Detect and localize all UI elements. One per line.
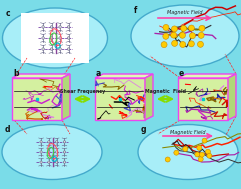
Text: Magnetic Field: Magnetic Field <box>170 130 206 135</box>
Text: Magnetic  Field: Magnetic Field <box>145 89 186 94</box>
Ellipse shape <box>138 125 238 180</box>
Circle shape <box>55 141 58 143</box>
Polygon shape <box>12 74 70 78</box>
Polygon shape <box>62 74 70 120</box>
Circle shape <box>42 48 44 50</box>
Circle shape <box>63 141 66 143</box>
Circle shape <box>181 25 187 31</box>
Circle shape <box>189 33 195 39</box>
Circle shape <box>207 153 212 158</box>
Circle shape <box>172 40 178 46</box>
Bar <box>21 13 89 63</box>
Ellipse shape <box>2 125 102 180</box>
Circle shape <box>163 25 169 30</box>
Circle shape <box>59 26 61 28</box>
Polygon shape <box>95 74 153 78</box>
Circle shape <box>55 151 58 153</box>
Circle shape <box>200 152 204 157</box>
Circle shape <box>183 146 188 151</box>
Circle shape <box>198 157 203 162</box>
Polygon shape <box>228 74 236 120</box>
Polygon shape <box>12 78 62 120</box>
Circle shape <box>50 37 53 39</box>
Text: c: c <box>6 9 10 18</box>
Circle shape <box>199 25 205 31</box>
Circle shape <box>40 161 42 163</box>
Circle shape <box>59 48 61 50</box>
Circle shape <box>50 48 53 50</box>
Circle shape <box>171 26 177 32</box>
Circle shape <box>40 141 42 143</box>
Circle shape <box>48 161 50 163</box>
Text: b: b <box>13 69 19 78</box>
Circle shape <box>67 37 70 39</box>
Circle shape <box>198 32 204 38</box>
Text: d: d <box>5 125 11 135</box>
Text: g: g <box>141 125 147 135</box>
Text: Magnetic Field: Magnetic Field <box>167 10 203 15</box>
Text: a: a <box>96 69 101 78</box>
Circle shape <box>163 33 169 39</box>
Circle shape <box>171 32 177 38</box>
Circle shape <box>67 26 70 28</box>
Polygon shape <box>95 78 145 120</box>
Circle shape <box>42 37 44 39</box>
Text: f: f <box>134 6 137 15</box>
Circle shape <box>40 151 42 153</box>
Circle shape <box>197 145 202 150</box>
Circle shape <box>55 161 58 163</box>
Circle shape <box>180 32 185 38</box>
Circle shape <box>42 26 44 28</box>
Circle shape <box>48 151 50 153</box>
Circle shape <box>206 149 210 154</box>
Circle shape <box>188 41 194 47</box>
Text: Shear Frequency: Shear Frequency <box>60 89 105 94</box>
Circle shape <box>180 42 186 47</box>
Circle shape <box>63 151 66 153</box>
Circle shape <box>188 25 194 31</box>
Polygon shape <box>145 74 153 120</box>
Circle shape <box>67 48 70 50</box>
Circle shape <box>195 152 200 157</box>
Polygon shape <box>178 78 228 120</box>
Circle shape <box>197 41 203 47</box>
Circle shape <box>165 157 170 162</box>
Circle shape <box>59 37 61 39</box>
Circle shape <box>202 138 207 143</box>
Circle shape <box>63 161 66 163</box>
Circle shape <box>161 42 167 48</box>
Polygon shape <box>178 74 236 78</box>
Circle shape <box>50 26 53 28</box>
Ellipse shape <box>131 5 239 67</box>
Circle shape <box>48 141 50 143</box>
Text: e: e <box>179 69 184 78</box>
Ellipse shape <box>2 8 107 68</box>
Circle shape <box>174 150 179 155</box>
